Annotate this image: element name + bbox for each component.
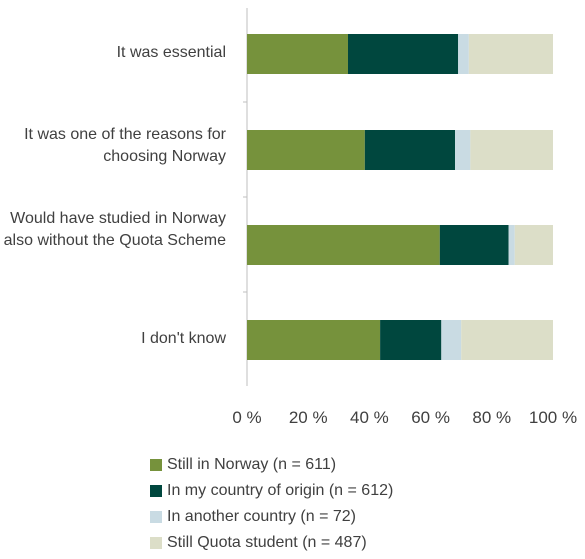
x-tick-label: 20 % (288, 408, 328, 427)
x-tick-label: 40 % (350, 408, 389, 427)
x-tick-label: 0 % (232, 408, 262, 427)
bar-segment (461, 320, 553, 360)
bar-segment (247, 34, 348, 74)
x-tick-label: 60 % (411, 408, 450, 427)
legend-swatch (150, 511, 162, 523)
category-label: It was essential (116, 44, 226, 61)
bar-segment (458, 34, 469, 74)
x-tick-label: 80 % (472, 408, 512, 427)
category-label: Would have studied in Norway also withou… (3, 210, 226, 249)
bar-segment (380, 320, 442, 360)
legend-item: Still Quota student (n = 487) (150, 530, 393, 556)
legend: Still in Norway (n = 611) In my country o… (150, 452, 393, 556)
bar-segment (441, 320, 462, 360)
bar-segment (247, 130, 365, 170)
legend-label: Still in Norway (n = 611) (167, 456, 337, 473)
bar-segment (470, 130, 553, 170)
legend-item: In another country (n = 72) (150, 504, 393, 530)
category-label: I don't know (141, 330, 226, 347)
bar-segment (514, 225, 553, 265)
bar-segment (439, 225, 509, 265)
legend-swatch (150, 485, 162, 497)
legend-item: Still in Norway (n = 611) (150, 452, 393, 478)
legend-label: In my country of origin (n = 612) (167, 482, 394, 499)
bar-segment (508, 225, 515, 265)
bar-segment (364, 130, 456, 170)
legend-swatch (150, 537, 162, 549)
bar-segment (247, 225, 440, 265)
x-tick-label: 100 % (528, 408, 578, 427)
legend-label: Still Quota student (n = 487) (167, 534, 367, 551)
bar-segment (468, 34, 553, 74)
bar-segment (347, 34, 459, 74)
legend-swatch (150, 459, 162, 471)
category-label: It was one of the reasons for choosing N… (24, 126, 226, 165)
legend-label: In another country (n = 72) (167, 508, 356, 525)
legend-item: In my country of origin (n = 612) (150, 478, 393, 504)
bar-segment (455, 130, 471, 170)
bar-segment (247, 320, 381, 360)
